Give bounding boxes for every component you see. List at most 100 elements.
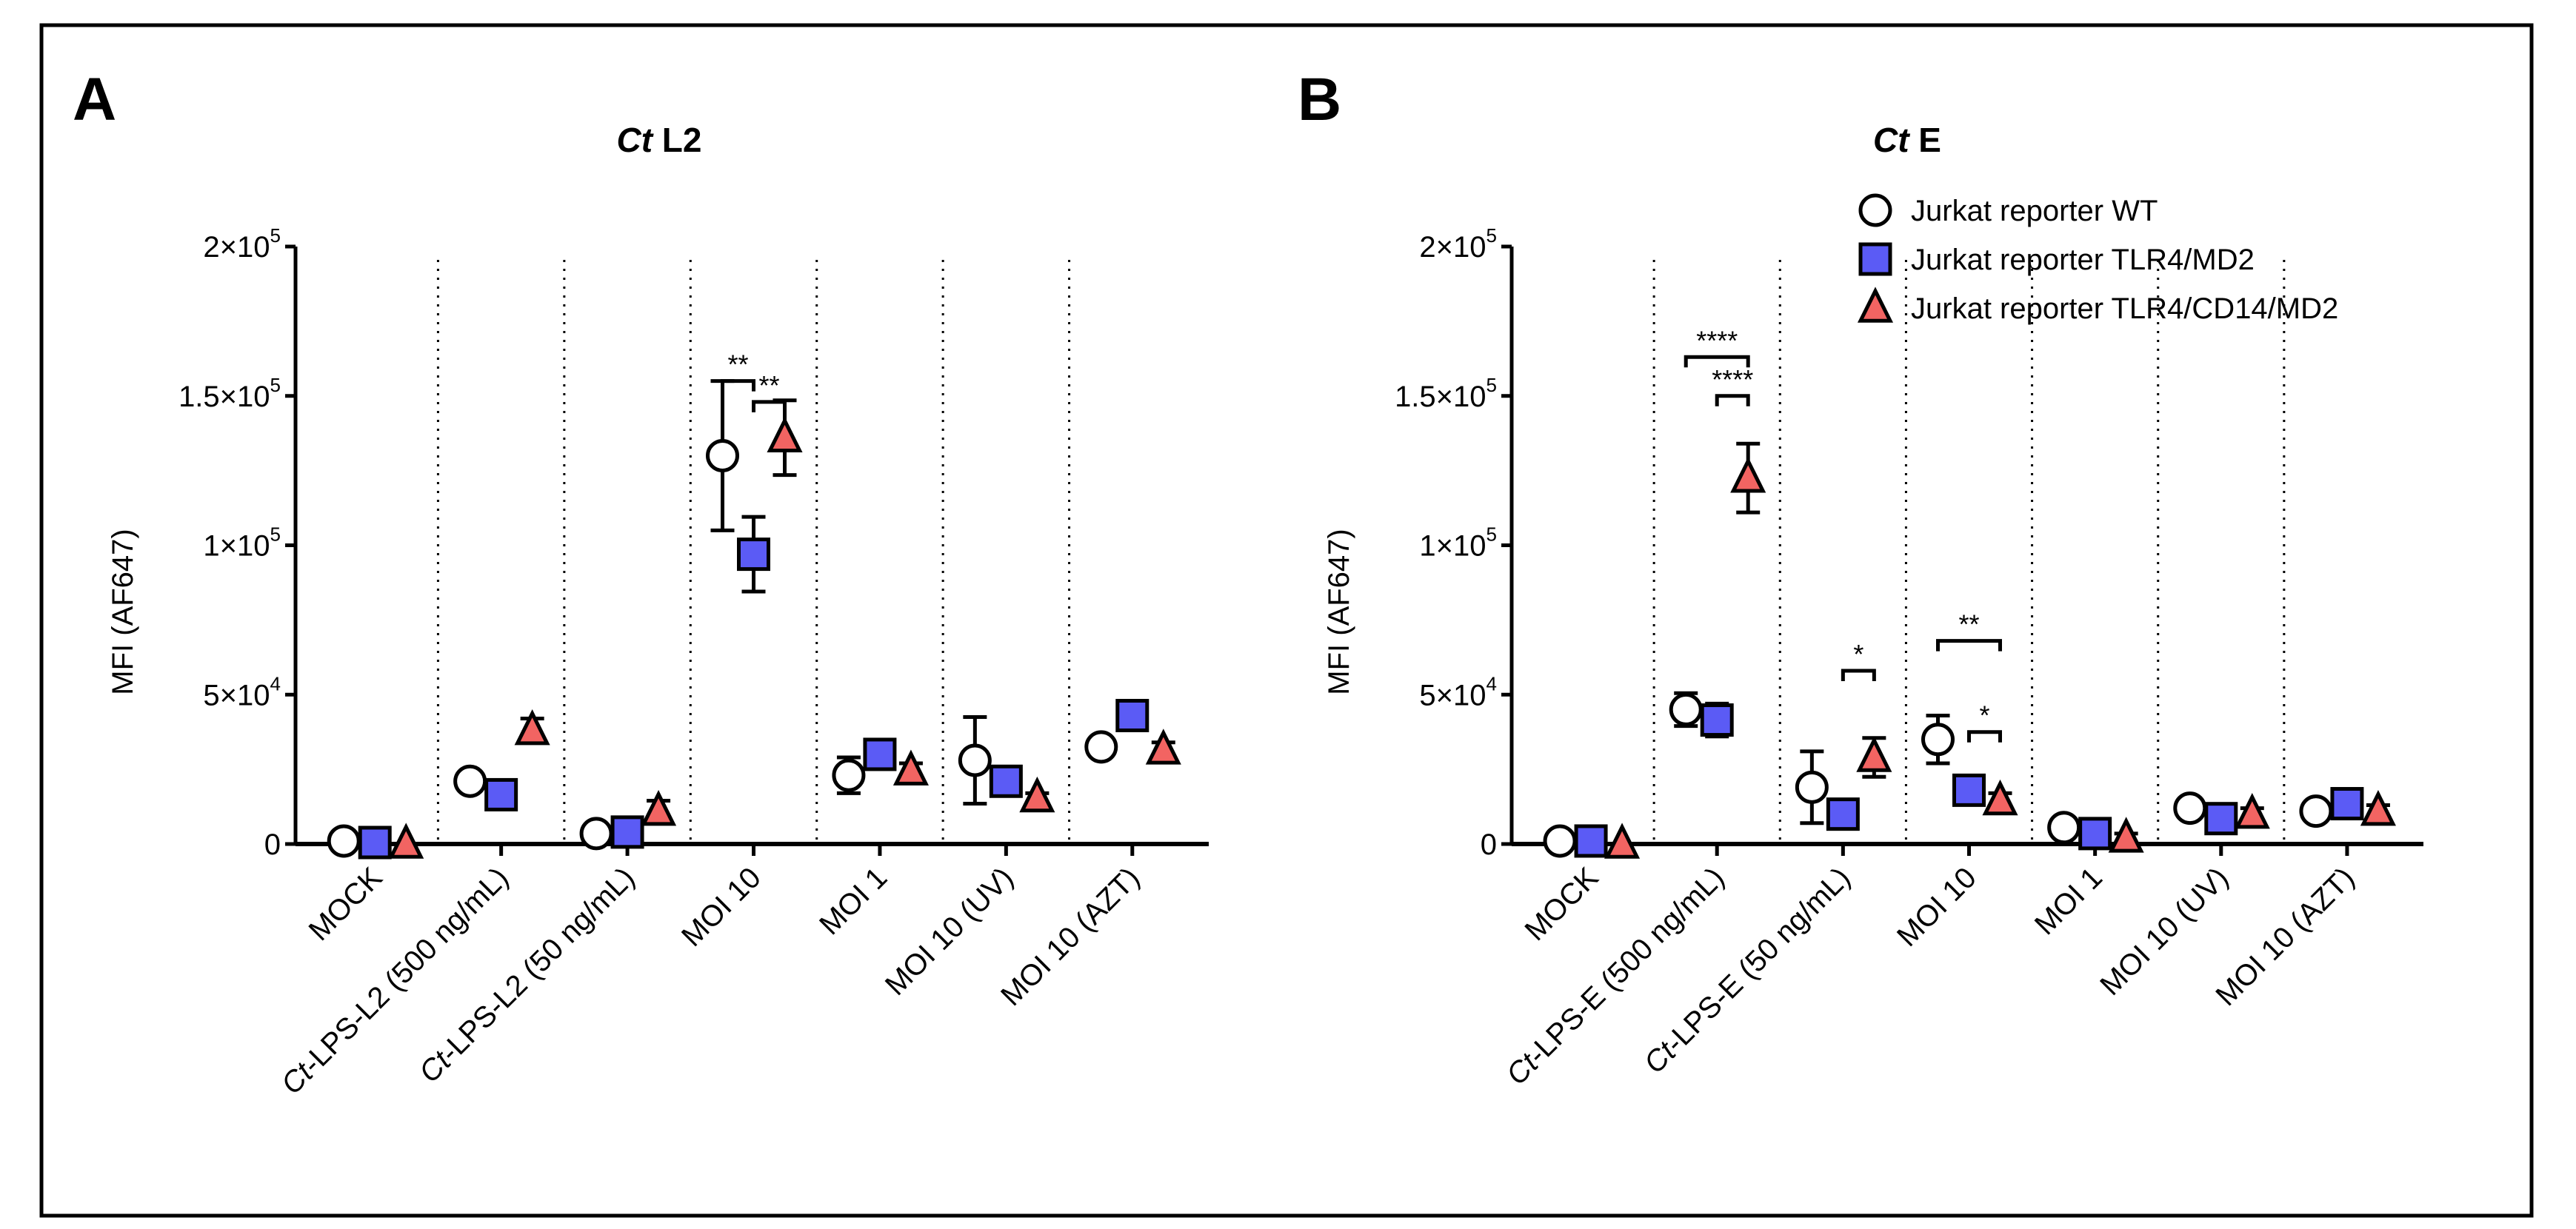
y-tick-label: 1.5×105 [178, 374, 281, 413]
legend-marker-square [1858, 242, 1892, 276]
data-point-triangle [2108, 817, 2144, 853]
significance-label: ** [727, 349, 748, 380]
significance-label: ** [1958, 609, 1979, 640]
significance-label: ** [758, 370, 779, 401]
significance-label: * [1853, 639, 1863, 669]
legend-label: Jurkat reporter TLR4/CD14/MD2 [1911, 292, 2338, 325]
data-point-circle [1669, 692, 1703, 726]
y-tick-base: 0 [264, 828, 281, 861]
significance-label: **** [1696, 325, 1738, 355]
figure-frame [39, 23, 2534, 1218]
data-point-triangle [1982, 779, 2018, 816]
data-point-circle [2173, 791, 2207, 826]
data-point-triangle [1019, 776, 1055, 813]
y-tick-label: 0 [1481, 828, 1497, 861]
data-point-triangle [892, 749, 929, 786]
y-tick-base: 5×10 [203, 679, 270, 711]
data-point-triangle [1856, 736, 1892, 772]
y-tick-exp: 5 [1486, 224, 1497, 247]
legend: Jurkat reporter WT Jurkat reporter TLR4/M… [1857, 193, 2338, 325]
data-point-circle [327, 824, 361, 858]
data-point-circle [579, 817, 613, 851]
y-tick-exp: 5 [270, 374, 281, 396]
data-point-circle [1921, 723, 1955, 757]
data-point-triangle [1730, 457, 1766, 493]
data-point-circle [453, 764, 487, 798]
y-tick-exp: 5 [270, 224, 281, 247]
y-axis-label: MFI (AF647) [1323, 529, 1355, 694]
y-tick-base: 2×10 [1419, 231, 1486, 264]
y-tick-base: 2×10 [203, 231, 270, 264]
data-point-triangle [388, 823, 424, 859]
y-tick-exp: 5 [1486, 374, 1497, 396]
y-tick-base: 1.5×10 [1395, 381, 1486, 413]
significance-bracket [1715, 394, 1750, 406]
y-tick-exp: 4 [1486, 672, 1497, 694]
data-point-circle [832, 758, 866, 792]
y-tick-label: 1×105 [203, 523, 281, 563]
data-point-square [1826, 797, 1860, 831]
significance-label: * [1979, 700, 1989, 731]
data-point-circle [1795, 770, 1829, 804]
data-point-triangle [641, 789, 677, 826]
y-tick-label: 2×105 [203, 224, 281, 264]
chart-title-italic: Ct [616, 121, 653, 159]
data-point-square [484, 777, 518, 811]
significance-label: **** [1712, 364, 1753, 395]
legend-marker-triangle [1857, 287, 1894, 323]
y-tick-exp: 5 [270, 523, 281, 546]
y-tick-base: 1×10 [203, 530, 270, 563]
legend-label: Jurkat reporter TLR4/MD2 [1911, 244, 2255, 276]
data-point-triangle [2360, 789, 2396, 826]
data-point-circle [2047, 811, 2081, 845]
data-point-triangle [1145, 729, 1181, 765]
chart-title-text: E [1909, 121, 1941, 159]
y-tick-label: 2×105 [1419, 224, 1497, 264]
y-axis-label: MFI (AF647) [107, 529, 139, 694]
data-point-circle [1543, 824, 1577, 858]
data-point-square [1952, 773, 1986, 807]
chart-title-italic: Ct [1873, 121, 1910, 159]
data-point-circle [958, 743, 992, 777]
y-tick-label: 0 [264, 828, 281, 861]
data-point-circle [706, 438, 739, 472]
data-point-triangle [1604, 823, 1641, 859]
y-tick-base: 1×10 [1419, 530, 1486, 563]
data-point-triangle [767, 416, 803, 452]
data-point-square [358, 826, 392, 860]
data-point-square [863, 737, 897, 771]
chart-title: Ct E [1873, 121, 1941, 159]
y-tick-base: 5×10 [1419, 679, 1486, 711]
y-tick-exp: 4 [270, 672, 281, 694]
chart-title-text: L2 [653, 121, 701, 159]
data-point-square [1115, 698, 1149, 732]
data-point-square [1574, 824, 1608, 858]
significance-bracket [1936, 639, 2002, 652]
data-point-square [610, 815, 644, 849]
significance-bracket [1967, 730, 2002, 743]
y-tick-label: 1.5×105 [1395, 374, 1497, 413]
data-point-square [2204, 802, 2238, 836]
y-tick-base: 0 [1481, 828, 1497, 861]
data-point-square [989, 764, 1023, 798]
data-point-circle [2299, 794, 2333, 828]
y-tick-exp: 5 [1486, 523, 1497, 546]
significance-bracket [1841, 669, 1876, 681]
y-tick-base: 1.5×10 [178, 381, 270, 413]
data-point-circle [1084, 730, 1118, 764]
data-point-triangle [514, 709, 550, 746]
significance-bracket [1684, 355, 1750, 368]
y-tick-label: 5×104 [1419, 672, 1497, 711]
y-tick-label: 5×104 [203, 672, 281, 711]
y-tick-label: 1×105 [1419, 523, 1497, 563]
legend-label: Jurkat reporter WT [1911, 195, 2158, 227]
chart-title: Ct L2 [616, 121, 701, 159]
significance-bracket [721, 379, 755, 392]
data-point-triangle [2234, 793, 2270, 829]
data-point-square [737, 538, 770, 572]
data-point-square [2078, 817, 2112, 851]
panel-letter: A [73, 66, 116, 133]
legend-marker-circle [1858, 193, 1892, 227]
panel-letter: B [1298, 66, 1341, 133]
